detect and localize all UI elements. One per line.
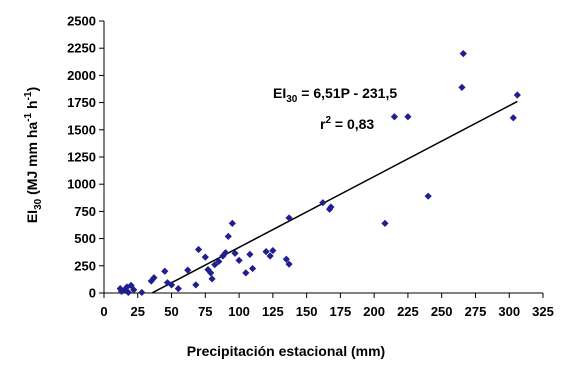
- data-point: [459, 50, 467, 58]
- data-point: [246, 250, 254, 258]
- x-tick-label: 175: [330, 304, 352, 319]
- data-point: [327, 203, 335, 211]
- equation-subscript: 30: [286, 94, 298, 105]
- data-point: [120, 286, 128, 294]
- data-point: [192, 281, 200, 289]
- data-point: [319, 199, 327, 207]
- data-point: [262, 248, 270, 256]
- y-tick-label: 1000: [67, 177, 96, 192]
- data-point: [138, 288, 146, 297]
- x-tick-label: 50: [164, 304, 178, 319]
- data-point: [116, 285, 124, 293]
- data-point: [124, 288, 132, 297]
- y-tick-label: 500: [74, 231, 96, 246]
- data-point: [228, 219, 236, 227]
- data-point: [269, 246, 277, 255]
- y-axis-ticks: 0 250 500 750 1000 1250 1500 1750 2000 2250 2500: [67, 14, 104, 301]
- y-title-superscript-1: -1: [23, 112, 34, 121]
- data-point: [404, 113, 412, 121]
- data-point: [513, 91, 521, 99]
- data-point: [266, 252, 274, 260]
- y-title-superscript-2: -1: [23, 91, 34, 100]
- y-tick-label: 0: [89, 286, 96, 301]
- data-point: [215, 257, 223, 266]
- x-tick-label: 75: [198, 304, 212, 319]
- data-point: [424, 192, 432, 200]
- y-title-part-a: (MJ mm ha: [24, 122, 40, 199]
- data-point: [285, 214, 293, 222]
- data-point: [242, 269, 250, 277]
- data-point: [231, 249, 239, 257]
- r-squared-label: r2 = 0,83: [320, 115, 374, 132]
- y-title-subscript: 30: [33, 198, 44, 210]
- x-tick-label: 200: [363, 304, 385, 319]
- r2-superscript: 2: [325, 115, 331, 126]
- y-tick-label: 2250: [67, 41, 96, 56]
- data-point: [390, 113, 399, 121]
- y-tick-label: 2500: [67, 14, 96, 29]
- data-point: [509, 114, 517, 122]
- x-tick-label: 300: [498, 304, 520, 319]
- data-point: [285, 260, 293, 268]
- r2-prefix: r: [320, 116, 326, 132]
- y-tick-label: 2000: [67, 68, 96, 83]
- data-point: [211, 261, 219, 269]
- y-axis-title: EI30 (MJ mm ha-1 h-1): [23, 87, 44, 223]
- x-tick-label: 325: [532, 304, 554, 319]
- y-title-prefix: EI: [24, 210, 40, 223]
- data-point: [221, 249, 230, 257]
- data-point: [167, 281, 176, 289]
- x-tick-label: 250: [431, 304, 453, 319]
- y-tick-label: 750: [74, 204, 96, 219]
- data-point: [117, 287, 126, 295]
- trend-line: [151, 100, 518, 294]
- data-point: [282, 255, 290, 263]
- data-point: [147, 277, 155, 285]
- y-title-part-b: h: [24, 100, 40, 112]
- plot-area: 0 25 50 75 100 125 150 175 200 225 250 275 300 325 0 2…: [67, 14, 554, 320]
- x-tick-label: 275: [465, 304, 487, 319]
- data-point: [458, 83, 466, 91]
- regression-equation: EI30 = 6,51P - 231,5: [273, 85, 397, 105]
- data-point: [194, 245, 203, 254]
- y-tick-label: 1750: [67, 95, 96, 110]
- data-point: [174, 285, 182, 293]
- data-point: [207, 269, 215, 277]
- data-point: [127, 281, 135, 289]
- y-title-part-c: ): [24, 87, 40, 92]
- equation-rest: = 6,51P - 231,5: [297, 85, 397, 101]
- data-point: [150, 274, 158, 282]
- x-tick-label: 25: [131, 304, 145, 319]
- data-point: [161, 267, 169, 275]
- data-point: [204, 266, 212, 274]
- data-point: [208, 275, 216, 283]
- data-point: [224, 232, 232, 241]
- data-point: [248, 264, 257, 273]
- x-axis-title: Precipitación estacional (mm): [187, 343, 385, 359]
- data-point: [381, 219, 389, 227]
- data-point: [184, 266, 192, 274]
- y-tick-label: 1500: [67, 122, 96, 137]
- data-points: [116, 50, 521, 297]
- x-axis-ticks: 0 25 50 75 100 125 150 175 200 225 250 275 300 325: [100, 293, 554, 319]
- y-tick-label: 250: [74, 258, 96, 273]
- equation-prefix: EI: [273, 85, 286, 101]
- x-tick-label: 125: [262, 304, 284, 319]
- x-tick-label: 225: [397, 304, 419, 319]
- x-tick-label: 150: [296, 304, 318, 319]
- data-point: [201, 253, 209, 261]
- r2-rest: = 0,83: [331, 116, 374, 132]
- y-tick-label: 1250: [67, 150, 96, 165]
- x-tick-label: 0: [100, 304, 107, 319]
- data-point: [235, 256, 243, 264]
- x-tick-label: 100: [228, 304, 250, 319]
- data-point: [130, 286, 138, 294]
